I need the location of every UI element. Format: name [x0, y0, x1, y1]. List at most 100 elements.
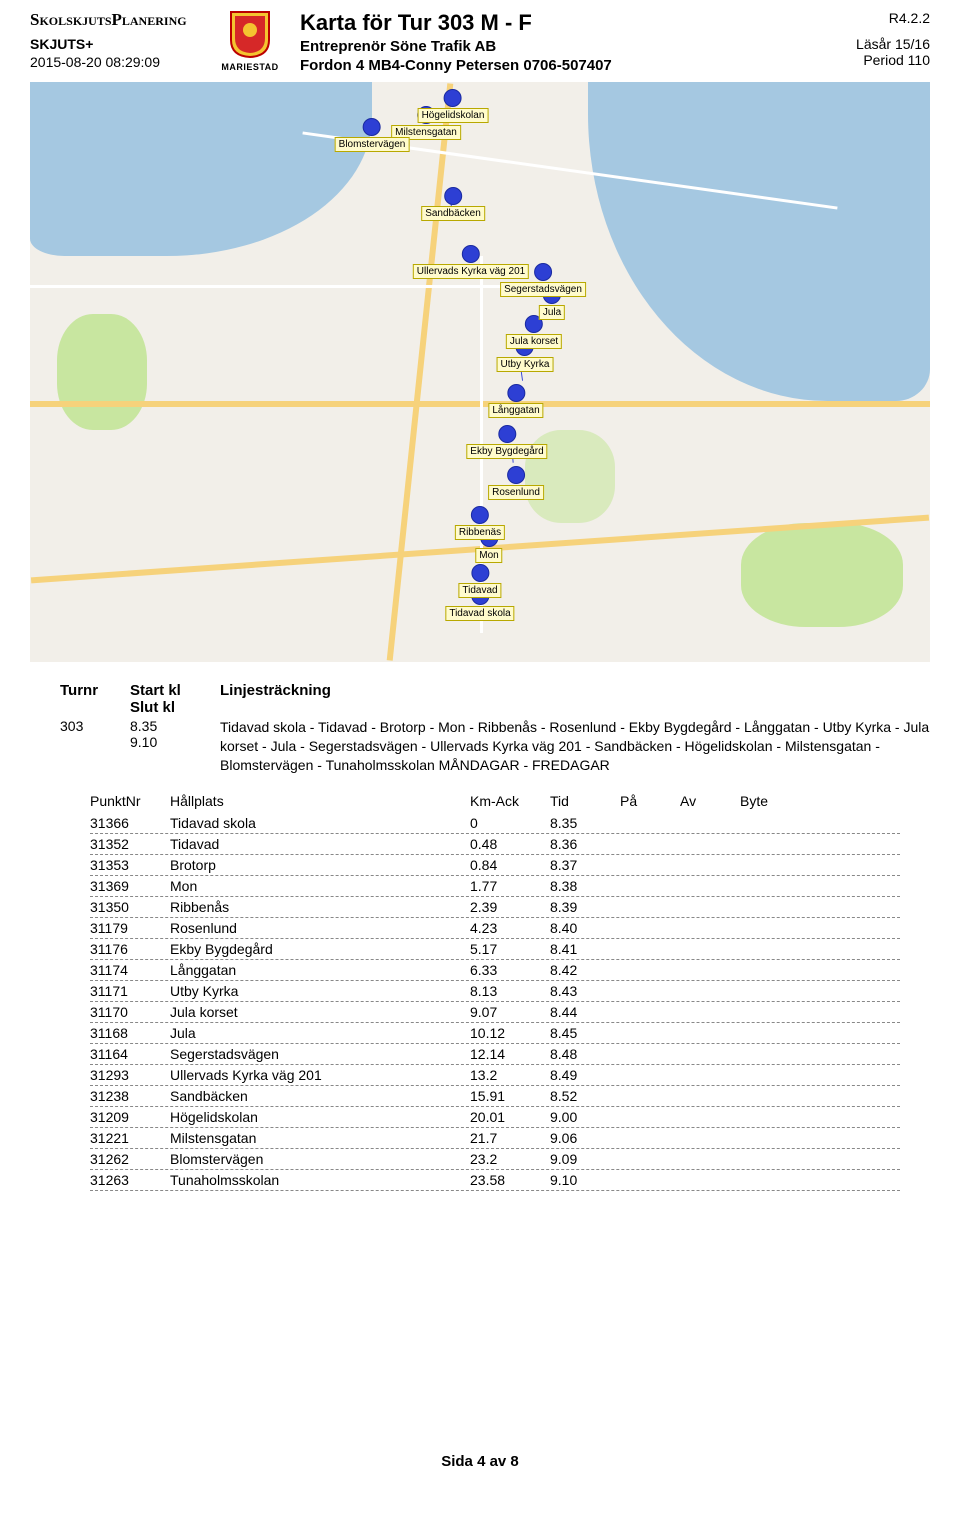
- table-row: 31164Segerstadsvägen12.148.48: [90, 1044, 900, 1065]
- table-row: 31176Ekby Bygdegård5.178.41: [90, 939, 900, 960]
- cell-tid: 8.37: [550, 857, 620, 873]
- cell-km: 5.17: [470, 941, 550, 957]
- table-header: PunktNr Hållplats Km-Ack Tid På Av Byte: [90, 793, 900, 809]
- page-footer: Sida 4 av 8: [0, 1453, 960, 1470]
- cell-name: Milstensgatan: [170, 1130, 470, 1146]
- cell-tid: 8.44: [550, 1004, 620, 1020]
- cell-nr: 31174: [90, 962, 170, 978]
- cell-nr: 31350: [90, 899, 170, 915]
- th-tid: Tid: [550, 793, 620, 809]
- cell-nr: 31366: [90, 815, 170, 831]
- cell-name: Ullervads Kyrka väg 201: [170, 1067, 470, 1083]
- cell-nr: 31353: [90, 857, 170, 873]
- header-left: SKOLSKJUTSPLANERING SKJUTS+ 2015-08-20 0…: [30, 10, 200, 70]
- cell-tid: 8.45: [550, 1025, 620, 1041]
- cell-tid: 8.36: [550, 836, 620, 852]
- stop-marker-icon: [507, 384, 525, 402]
- cell-km: 13.2: [470, 1067, 550, 1083]
- cell-name: Utby Kyrka: [170, 983, 470, 999]
- cell-tid: 9.09: [550, 1151, 620, 1167]
- cell-name: Blomstervägen: [170, 1151, 470, 1167]
- stop-marker-icon: [444, 89, 462, 107]
- table-row: 31171Utby Kyrka8.138.43: [90, 981, 900, 1002]
- cell-km: 0: [470, 815, 550, 831]
- header-center: Karta för Tur 303 M - F Entreprenör Söne…: [300, 10, 810, 74]
- contractor: Entreprenör Söne Trafik AB: [300, 38, 810, 55]
- map-stop: Sandbäcken: [421, 187, 485, 221]
- cell-tid: 8.40: [550, 920, 620, 936]
- th-km: Km-Ack: [470, 793, 550, 809]
- cell-nr: 31238: [90, 1088, 170, 1104]
- stop-label: Rosenlund: [488, 485, 544, 500]
- map-green: [57, 314, 147, 430]
- cell-km: 20.01: [470, 1109, 550, 1125]
- cell-nr: 31176: [90, 941, 170, 957]
- cell-nr: 31369: [90, 878, 170, 894]
- th-pa: På: [620, 793, 680, 809]
- route-description: Tidavad skola - Tidavad - Brotorp - Mon …: [220, 718, 930, 775]
- table-row: 31262Blomstervägen23.29.09: [90, 1149, 900, 1170]
- stop-label: Sandbäcken: [421, 206, 485, 221]
- stop-label: Ribbenäs: [455, 525, 505, 540]
- cell-nr: 31209: [90, 1109, 170, 1125]
- stop-marker-icon: [507, 466, 525, 484]
- stop-label: Långgatan: [488, 403, 543, 418]
- table-row: 31170Jula korset9.078.44: [90, 1002, 900, 1023]
- table-row: 31174Långgatan6.338.42: [90, 960, 900, 981]
- stop-label: Segerstadsvägen: [500, 282, 586, 297]
- stop-marker-icon: [471, 506, 489, 524]
- turn-row: 303 8.35 9.10 Tidavad skola - Tidavad - …: [60, 718, 930, 775]
- cell-km: 15.91: [470, 1088, 550, 1104]
- stop-label: Jula korset: [506, 334, 562, 349]
- table-row: 31366Tidavad skola08.35: [90, 813, 900, 834]
- page: SKOLSKJUTSPLANERING SKJUTS+ 2015-08-20 0…: [0, 0, 960, 1480]
- table-row: 31179Rosenlund4.238.40: [90, 918, 900, 939]
- cell-km: 10.12: [470, 1025, 550, 1041]
- cell-tid: 8.39: [550, 899, 620, 915]
- cell-nr: 31168: [90, 1025, 170, 1041]
- table-row: 31293Ullervads Kyrka väg 20113.28.49: [90, 1065, 900, 1086]
- map-stop: Högelidskolan: [418, 89, 489, 123]
- cell-km: 8.13: [470, 983, 550, 999]
- cell-km: 0.84: [470, 857, 550, 873]
- vehicle: Fordon 4 MB4-Conny Petersen 0706-507407: [300, 57, 810, 74]
- table-row: 31369Mon1.778.38: [90, 876, 900, 897]
- cell-tid: 9.06: [550, 1130, 620, 1146]
- cell-tid: 9.10: [550, 1172, 620, 1188]
- page-header: SKOLSKJUTSPLANERING SKJUTS+ 2015-08-20 0…: [30, 10, 930, 74]
- cell-nr: 31164: [90, 1046, 170, 1062]
- stop-label: Ekby Bygdegård: [466, 444, 547, 459]
- turn-times: 8.35 9.10: [130, 718, 200, 750]
- sub-brand: SKJUTS+: [30, 36, 200, 52]
- cell-tid: 9.00: [550, 1109, 620, 1125]
- col-times: Start kl Slut kl: [130, 682, 200, 716]
- stop-marker-icon: [444, 187, 462, 205]
- brand-part: KOLSKJUTS: [39, 14, 111, 28]
- stop-label: Tidavad: [458, 583, 501, 598]
- cell-tid: 8.35: [550, 815, 620, 831]
- cell-km: 23.58: [470, 1172, 550, 1188]
- cell-km: 2.39: [470, 899, 550, 915]
- cell-tid: 8.38: [550, 878, 620, 894]
- stop-label: Mon: [475, 548, 502, 563]
- cell-name: Segerstadsvägen: [170, 1046, 470, 1062]
- page-title: Karta för Tur 303 M - F: [300, 10, 810, 36]
- map-road-minor: [30, 285, 570, 288]
- map-stop: Ribbenäs: [455, 506, 505, 540]
- cell-name: Långgatan: [170, 962, 470, 978]
- stop-label: Högelidskolan: [418, 108, 489, 123]
- stop-label: Tidavad skola: [445, 606, 514, 621]
- cell-name: Tidavad skola: [170, 815, 470, 831]
- stop-label: Utby Kyrka: [497, 357, 554, 372]
- stop-label: Blomstervägen: [335, 137, 410, 152]
- cell-name: Jula korset: [170, 1004, 470, 1020]
- turn-header: Turnr Start kl Slut kl Linjesträckning: [60, 682, 930, 716]
- cell-name: Högelidskolan: [170, 1109, 470, 1125]
- map-stop: Ullervads Kyrka väg 201: [413, 245, 529, 279]
- table-row: 31350Ribbenås2.398.39: [90, 897, 900, 918]
- stop-marker-icon: [462, 245, 480, 263]
- timestamp: 2015-08-20 08:29:09: [30, 54, 200, 70]
- cell-name: Brotorp: [170, 857, 470, 873]
- brand-part: P: [112, 10, 122, 29]
- cell-km: 0.48: [470, 836, 550, 852]
